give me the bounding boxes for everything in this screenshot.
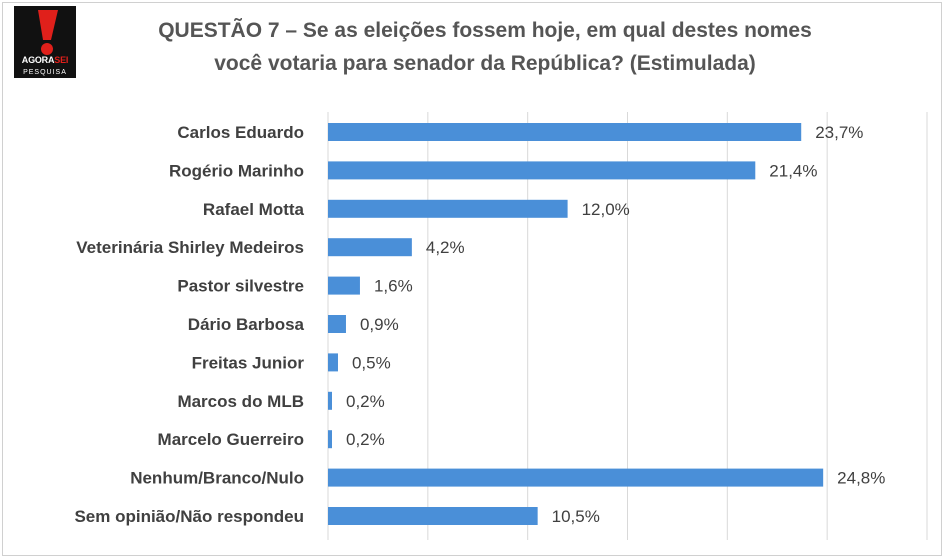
category-label: Marcos do MLB <box>177 392 304 411</box>
bar <box>328 276 360 295</box>
bar <box>328 468 824 487</box>
category-label: Marcelo Guerreiro <box>158 430 304 449</box>
category-label: Pastor silvestre <box>177 277 304 296</box>
chart-title-line-1: QUESTÃO 7 – Se as eleições fossem hoje, … <box>158 19 812 42</box>
bar <box>328 123 802 141</box>
chart-title: QUESTÃO 7 – Se as eleições fossem hoje, … <box>95 14 875 80</box>
category-label: Carlos Eduardo <box>177 123 304 142</box>
chart-title-line-2: você votaria para senador da República? … <box>214 52 756 75</box>
value-label: 0,9% <box>360 315 399 334</box>
value-label: 23,7% <box>815 123 863 142</box>
value-label: 21,4% <box>769 161 817 180</box>
bar <box>328 238 412 257</box>
value-label: 1,6% <box>374 277 413 296</box>
category-label: Veterinária Shirley Medeiros <box>76 238 304 257</box>
category-label: Rafael Motta <box>203 200 305 219</box>
bar <box>328 507 538 525</box>
bar <box>328 391 332 410</box>
bar <box>328 430 332 449</box>
bar <box>328 161 756 180</box>
value-label: 24,8% <box>837 469 885 488</box>
exclamation-icon <box>38 10 58 55</box>
value-label: 10,5% <box>552 507 600 526</box>
category-label: Sem opinião/Não respondeu <box>74 507 304 526</box>
bar <box>328 353 338 372</box>
agorasei-logo: AGORASEI PESQUISA <box>14 6 76 78</box>
category-label: Rogério Marinho <box>169 161 304 180</box>
value-label: 12,0% <box>582 200 630 219</box>
category-label: Freitas Junior <box>192 353 305 372</box>
bar <box>328 199 568 218</box>
logo-subtitle: PESQUISA <box>23 69 67 76</box>
value-label: 0,2% <box>346 392 385 411</box>
logo-wordmark: AGORASEI <box>14 55 76 65</box>
category-label: Nenhum/Branco/Nulo <box>130 469 304 488</box>
value-label: 0,2% <box>346 430 385 449</box>
logo-wordmark-accent: SEI <box>54 55 69 65</box>
value-label: 4,2% <box>426 238 465 257</box>
bar <box>328 315 346 333</box>
value-label: 0,5% <box>352 353 391 372</box>
logo-wordmark-main: AGORA <box>21 55 55 65</box>
category-label: Dário Barbosa <box>188 315 305 334</box>
